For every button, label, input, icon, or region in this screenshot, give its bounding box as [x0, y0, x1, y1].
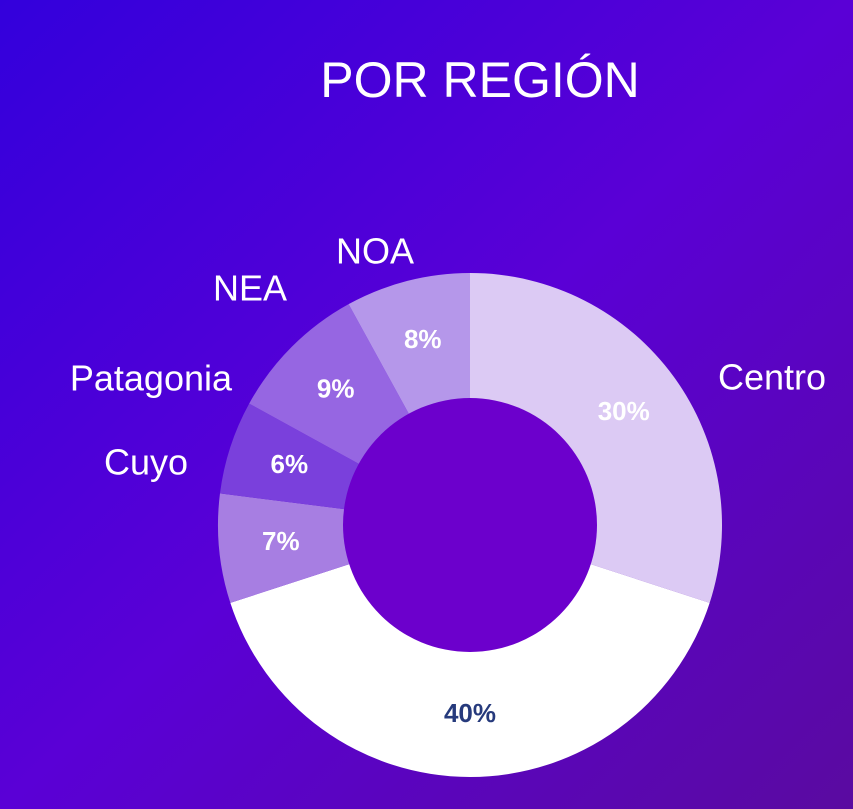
category-label: NEA [213, 268, 287, 309]
donut-hole [343, 398, 597, 652]
value-label: 30% [598, 396, 650, 426]
value-label: 8% [404, 324, 442, 354]
value-label: 40% [444, 698, 496, 728]
value-label: 9% [317, 374, 355, 404]
donut-slice [470, 273, 722, 603]
category-label: NOA [336, 231, 414, 272]
value-label: 6% [271, 449, 309, 479]
donut-slice [218, 493, 351, 603]
chart-title: POR REGIÓN [320, 52, 639, 108]
donut-slice [230, 563, 710, 778]
category-label: Patagonia [70, 358, 233, 399]
donut-slice [348, 273, 470, 415]
donut-slice [249, 304, 410, 465]
category-label: Cuyo [104, 442, 188, 483]
donut-slice [219, 403, 360, 510]
value-label: 7% [262, 526, 300, 556]
category-label: Centro [718, 357, 826, 398]
